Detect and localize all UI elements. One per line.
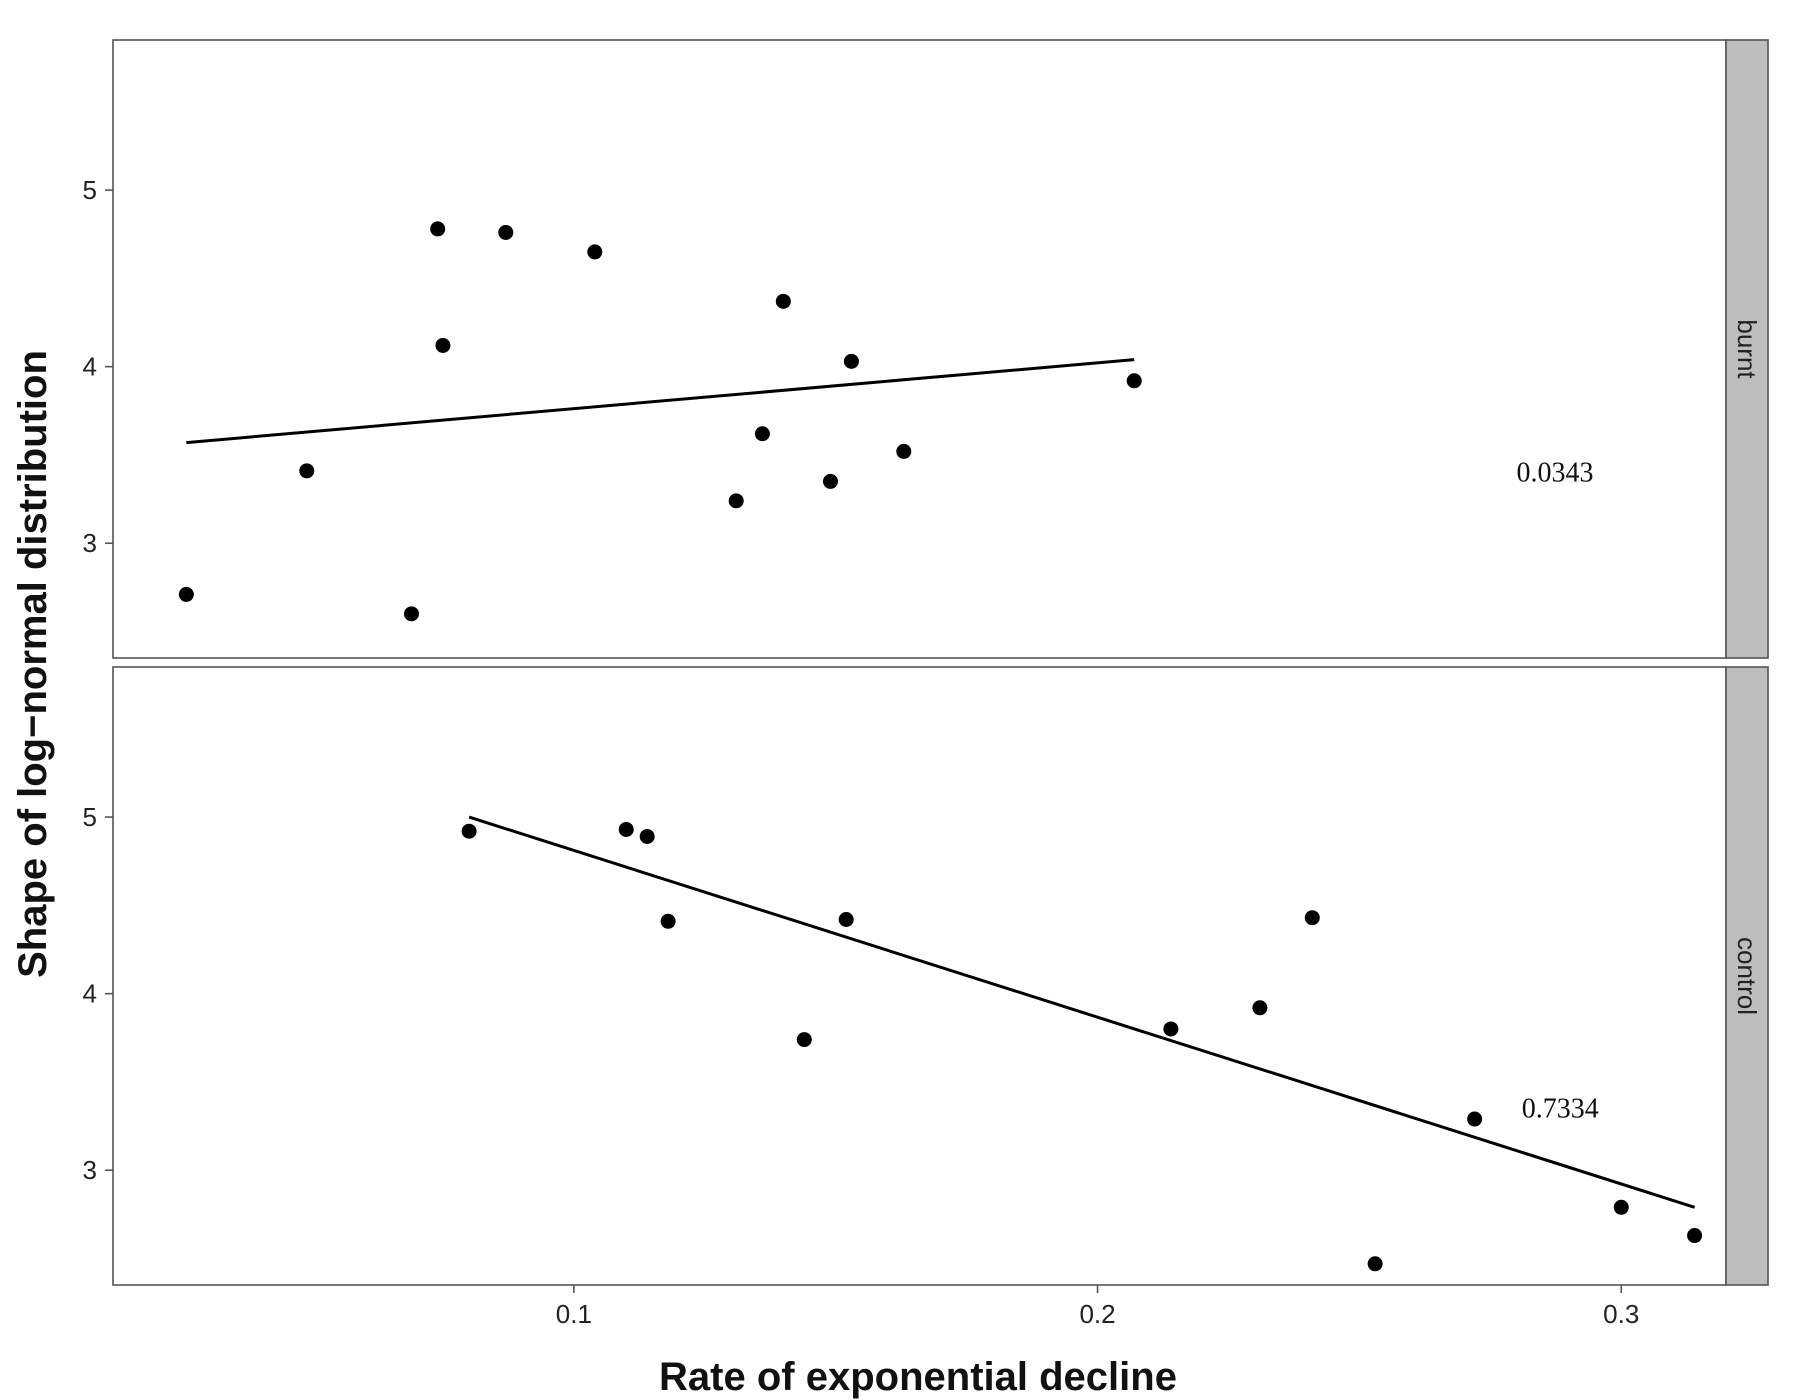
data-point [430,221,446,237]
fit-line [468,815,1696,1209]
data-point [1613,1199,1629,1215]
data-point [1304,910,1320,926]
data-point [796,1032,812,1048]
panel-frame [112,666,1727,1286]
fit-line [186,358,1135,445]
data-point [775,293,791,309]
data-point [843,353,859,369]
panel-burnt: burnt 3 4 5 0.0343 [83,39,1769,659]
data-point [1163,1021,1179,1037]
y-tick-label: 5 [83,802,97,832]
data-point [728,493,744,509]
y-tick-label: 4 [83,352,97,382]
data-point [461,823,477,839]
y-tick-label: 3 [83,1155,97,1185]
data-point [587,244,603,260]
data-point [1687,1228,1703,1244]
data-point [435,337,451,353]
data-point [404,606,420,622]
y-axis-title: Shape of log−normal distribution [11,350,55,978]
data-point [299,463,315,479]
facet-strip [1725,666,1769,1286]
data-point [838,911,854,927]
x-axis: 0.1 0.2 0.3 [556,1285,1639,1329]
x-axis-title: Rate of exponential decline [659,1355,1177,1399]
data-point [498,224,514,240]
panel-control: control 3 4 5 0.7334 [83,666,1769,1286]
facet-strip-label: control [1732,937,1762,1015]
facet-strip-label: burnt [1732,319,1762,379]
r-squared-annotation: 0.0343 [1517,457,1594,488]
data-point [1252,1000,1268,1016]
data-point [1126,373,1142,389]
data-point [754,426,770,442]
panel-frame [112,39,1727,659]
data-point [178,586,194,602]
y-tick-label: 3 [83,528,97,558]
x-tick-label: 0.2 [1079,1299,1115,1329]
r-squared-annotation: 0.7334 [1522,1093,1599,1124]
data-point [1367,1256,1383,1272]
panels-layer: burnt 3 4 5 0.0343 control 3 4 5 0.7334 [83,39,1769,1286]
x-tick-label: 0.1 [556,1299,592,1329]
data-point [1467,1111,1483,1127]
data-point [618,821,634,837]
facet-strip [1725,39,1769,659]
data-point [660,913,676,929]
data-point [822,473,838,489]
y-tick-label: 4 [83,979,97,1009]
x-tick-label: 0.3 [1603,1299,1639,1329]
y-tick-label: 5 [83,175,97,205]
data-point [639,829,655,845]
data-point [896,443,912,459]
